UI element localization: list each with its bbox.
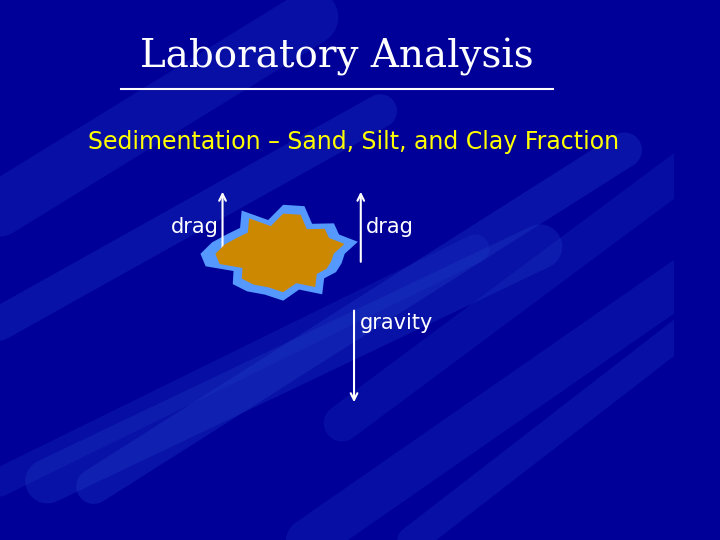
Text: drag: drag xyxy=(171,217,219,237)
Polygon shape xyxy=(200,205,358,301)
Text: drag: drag xyxy=(366,217,414,237)
Text: Sedimentation – Sand, Silt, and Clay Fraction: Sedimentation – Sand, Silt, and Clay Fra… xyxy=(88,130,618,153)
Polygon shape xyxy=(215,214,344,292)
Text: Laboratory Analysis: Laboratory Analysis xyxy=(140,38,534,76)
Text: gravity: gravity xyxy=(359,313,433,333)
